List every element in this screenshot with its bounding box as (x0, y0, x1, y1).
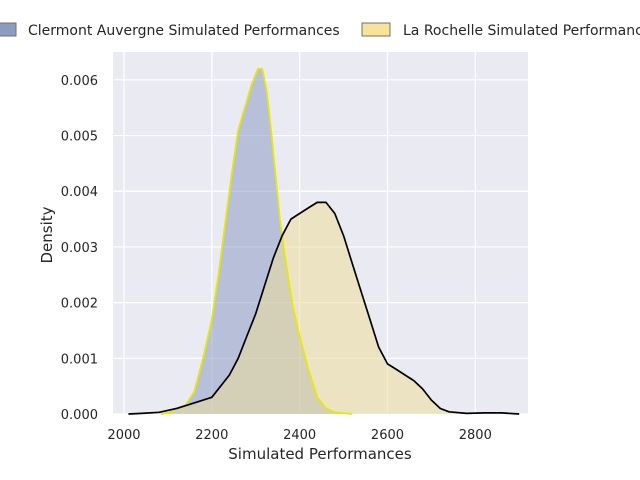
density-line-clermont (161, 67, 353, 415)
x-tick-label: 2800 (459, 428, 492, 443)
y-tick-label: 0.005 (61, 130, 98, 145)
density-area-la-rochelle (128, 202, 520, 414)
legend-swatch-clermont (0, 22, 17, 37)
x-tick-label: 2200 (195, 428, 228, 443)
legend-swatch-la-rochelle (361, 22, 391, 37)
x-axis-ticks: 2000 2200 2400 2600 2800 (107, 428, 491, 443)
legend-label-la-rochelle: La Rochelle Simulated Performances (403, 23, 640, 39)
y-tick-label: 0.004 (61, 185, 98, 200)
x-tick-label: 2600 (371, 428, 404, 443)
y-tick-label: 0.006 (61, 74, 98, 89)
series-layer (128, 67, 520, 415)
y-axis-label: Density (38, 206, 56, 263)
density-line-la-rochelle (128, 201, 520, 415)
legend-label-clermont: Clermont Auvergne Simulated Performances (28, 23, 340, 39)
density-area-clermont (161, 68, 353, 414)
x-tick-label: 2400 (283, 428, 316, 443)
y-axis-ticks: 0.000 0.001 0.002 0.003 0.004 0.005 0.006 (61, 74, 98, 423)
x-axis-label: Simulated Performances (228, 445, 412, 463)
y-tick-label: 0.000 (61, 408, 98, 423)
y-tick-label: 0.001 (61, 352, 98, 367)
x-tick-label: 2000 (107, 428, 140, 443)
y-tick-label: 0.003 (61, 241, 98, 256)
y-tick-label: 0.002 (61, 297, 98, 312)
legend: Clermont Auvergne Simulated Performances… (0, 22, 640, 39)
